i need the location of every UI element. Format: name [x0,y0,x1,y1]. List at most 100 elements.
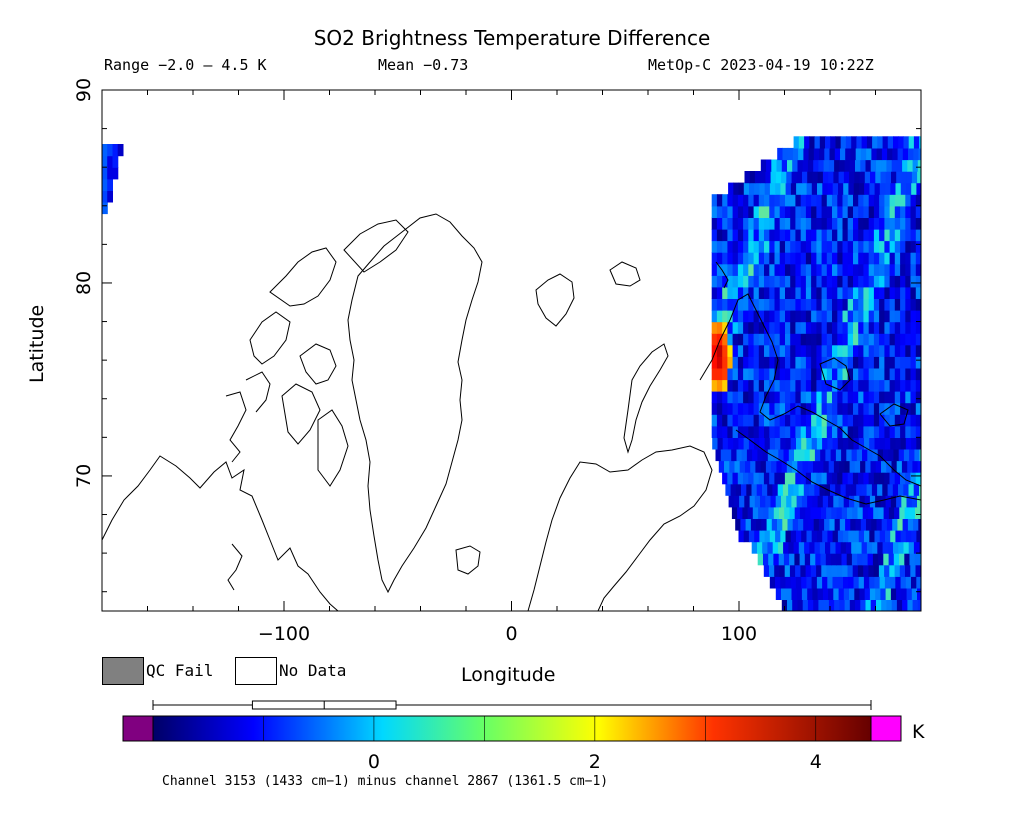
swath-cell [742,506,749,519]
swath-cell [813,599,819,611]
swath-cell [782,518,789,531]
swath-cell [821,298,828,311]
swath-cell [837,391,844,404]
swath-cell [743,472,749,485]
swath-cell [737,367,744,381]
swath-cell [904,553,911,566]
swath-cell [769,333,776,346]
swath-cell [834,159,840,172]
swath-cell [853,182,860,195]
swath-cell [890,530,896,543]
swath-cell [910,217,917,230]
swath-cell [810,506,817,519]
swath-cell [821,252,828,265]
swath-cell [817,495,824,508]
swath-cell [816,275,823,288]
swath-cell [832,576,839,589]
swath-cell [835,136,842,149]
colorbar-over-swatch [870,715,902,742]
swath-cell [811,217,817,230]
swath-cell [795,414,802,427]
swath-cell [787,599,793,611]
swath-cell [889,356,896,369]
swath-cell [722,263,728,276]
swath-cell [807,159,814,172]
swath-cell [839,159,846,172]
swath-cell [784,506,790,519]
swath-cell [897,147,904,161]
swath-cell [866,518,872,531]
swath-cell [781,495,787,508]
swath-cell [777,147,783,161]
range-readout: Range −2.0 – 4.5 K [104,56,267,74]
swath-cell [722,194,728,207]
swath-cell [917,587,921,600]
swath-cell [805,333,812,346]
swath-cell [769,205,776,218]
swath-cell [919,448,921,462]
swath-cell [743,402,749,415]
swath-cell [764,275,770,288]
swath-cell [737,228,744,242]
swath-cell [732,344,739,357]
swath-cell [834,518,841,531]
swath-cell [774,275,781,288]
swath-cell [830,136,836,149]
swath-cell [894,228,901,242]
swath-cell [868,379,875,392]
swath-cell [753,321,760,334]
swath-cell [117,144,124,157]
swath-cell [102,167,108,180]
swath-cell [805,310,812,323]
coastline-hudson [227,543,243,591]
swath-cell [727,263,734,276]
swath-cell [753,425,760,438]
swath-cell [880,495,887,508]
swath-cell [739,495,745,508]
swath-cell [908,147,914,161]
swath-cell [743,367,749,381]
swath-cell [909,553,916,566]
swath-cell [795,472,802,485]
swath-cell [845,483,852,496]
swath-cell [889,263,896,276]
swath-cell [781,587,787,600]
swath-cell [795,310,802,323]
swath-cell [816,263,823,276]
swath-cell [879,356,885,369]
swath-cell [732,252,739,265]
swath-cell [809,541,816,554]
swath-cell [900,356,906,369]
swath-cell [779,564,786,577]
swath-cell [743,414,749,427]
swath-cell [733,182,740,195]
swath-cell [910,414,917,427]
swath-cell [732,263,739,276]
swath-cell [737,402,744,415]
swath-cell [785,205,791,218]
swath-cell [900,240,906,253]
swath-cell [873,275,880,288]
swath-cell [722,333,728,346]
swath-cell [868,286,875,299]
swath-cell [864,587,871,600]
swath-cell [722,286,728,299]
swath-cell [774,286,781,299]
swath-cell [780,437,787,450]
swath-cell [876,159,882,172]
swath-cell [806,437,813,450]
swath-cell [832,310,838,323]
swath-cell [839,460,845,473]
swath-cell [811,391,817,404]
swath-cell [758,414,765,427]
swath-cell [854,460,861,473]
swath-cell [894,425,901,438]
swath-cell [858,391,864,404]
swath-cell [856,483,862,496]
swath-cell [795,286,802,299]
swath-cell [833,587,840,600]
swath-cell [797,460,804,473]
swath-cell [795,576,802,589]
swath-cell [837,344,844,357]
swath-cell [847,391,854,404]
